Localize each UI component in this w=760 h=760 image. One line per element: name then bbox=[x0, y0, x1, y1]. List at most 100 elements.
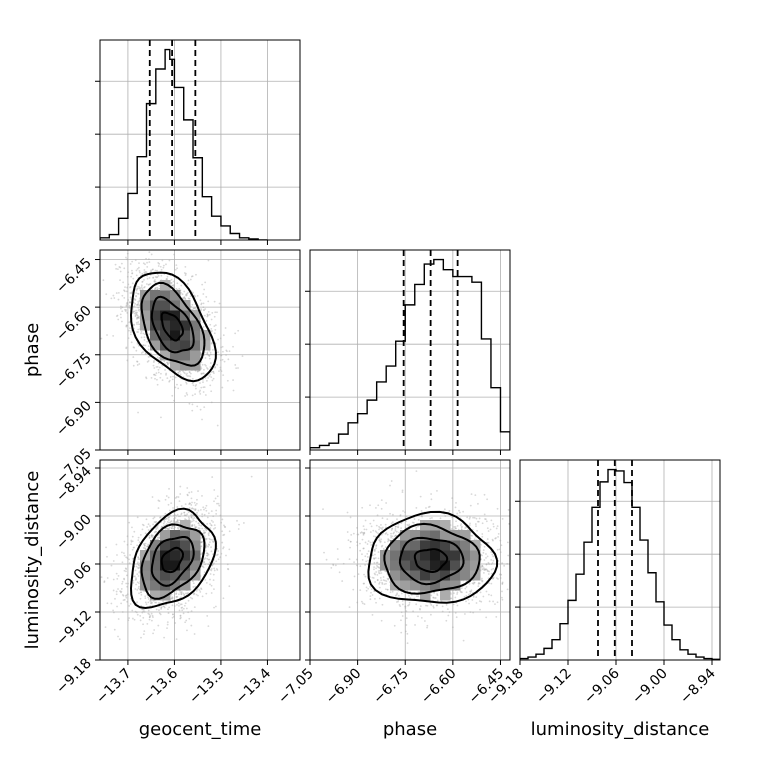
sample-point bbox=[218, 302, 221, 305]
sample-point bbox=[151, 601, 153, 604]
sample-point bbox=[499, 577, 502, 579]
sample-point bbox=[485, 553, 487, 555]
sample-point bbox=[219, 368, 222, 371]
sample-point bbox=[153, 280, 156, 283]
sample-point bbox=[129, 331, 132, 334]
sample-point bbox=[160, 608, 163, 610]
sample-point bbox=[214, 311, 217, 314]
sample-point bbox=[121, 580, 124, 583]
sample-point bbox=[181, 606, 184, 609]
sample-point bbox=[155, 528, 158, 531]
sample-point bbox=[209, 384, 212, 387]
sample-point bbox=[146, 266, 149, 268]
sample-point bbox=[166, 362, 169, 365]
sample-point bbox=[202, 532, 205, 535]
sample-point bbox=[207, 376, 210, 379]
sample-point bbox=[138, 304, 140, 307]
sample-point bbox=[141, 287, 144, 290]
sample-point bbox=[362, 547, 365, 550]
sample-point bbox=[201, 513, 204, 516]
sample-point bbox=[226, 563, 229, 566]
sample-point bbox=[152, 517, 155, 520]
density-block bbox=[180, 550, 191, 561]
sample-point bbox=[137, 300, 140, 303]
sample-point bbox=[206, 353, 209, 356]
sample-point bbox=[185, 294, 188, 296]
sample-point bbox=[124, 308, 126, 311]
sample-point bbox=[159, 265, 162, 268]
sample-point bbox=[371, 554, 374, 557]
density-block bbox=[150, 580, 161, 591]
sample-point bbox=[179, 616, 182, 619]
sample-point bbox=[136, 292, 139, 295]
sample-point bbox=[154, 521, 157, 524]
sample-point bbox=[126, 286, 129, 289]
sample-point bbox=[133, 305, 136, 308]
density-block bbox=[190, 310, 201, 321]
sample-point bbox=[116, 268, 119, 271]
sample-point bbox=[214, 605, 217, 608]
sample-point bbox=[183, 296, 186, 299]
sample-point bbox=[207, 625, 210, 628]
sample-point bbox=[131, 557, 134, 560]
sample-point bbox=[209, 373, 212, 376]
sample-point bbox=[216, 495, 219, 498]
sample-point bbox=[200, 303, 203, 306]
sample-point bbox=[204, 363, 206, 366]
sample-point bbox=[338, 571, 341, 574]
sample-point bbox=[161, 364, 164, 367]
sample-point bbox=[201, 515, 204, 518]
sample-point bbox=[203, 527, 206, 530]
sample-point bbox=[221, 358, 224, 361]
sample-point bbox=[138, 585, 140, 588]
sample-point bbox=[142, 616, 145, 619]
sample-point bbox=[137, 575, 140, 577]
sample-point bbox=[219, 556, 222, 559]
sample-point bbox=[103, 581, 106, 584]
sample-point bbox=[154, 287, 157, 289]
sample-point bbox=[202, 381, 204, 384]
sample-point bbox=[210, 569, 213, 572]
sample-point bbox=[213, 332, 216, 335]
sample-point bbox=[114, 263, 117, 266]
sample-point bbox=[127, 271, 130, 274]
sample-point bbox=[199, 392, 202, 395]
sample-point bbox=[213, 489, 216, 491]
sample-point bbox=[130, 543, 132, 546]
sample-point bbox=[241, 355, 244, 358]
sample-point bbox=[144, 270, 147, 273]
sample-point bbox=[144, 542, 147, 545]
sample-point bbox=[120, 305, 122, 308]
sample-point bbox=[142, 610, 145, 613]
sample-point bbox=[196, 588, 199, 591]
sample-point bbox=[234, 332, 237, 335]
sample-point bbox=[474, 494, 477, 497]
sample-point bbox=[148, 536, 151, 539]
sample-point bbox=[145, 271, 148, 274]
sample-point bbox=[237, 329, 240, 332]
sample-point bbox=[219, 514, 222, 517]
sample-point bbox=[206, 352, 209, 355]
sample-point bbox=[119, 270, 122, 273]
sample-point bbox=[126, 557, 129, 559]
sample-point bbox=[166, 377, 169, 380]
sample-point bbox=[190, 525, 193, 527]
sample-point bbox=[177, 521, 180, 524]
sample-point bbox=[138, 570, 141, 573]
sample-point bbox=[175, 264, 178, 266]
density-block bbox=[190, 550, 201, 561]
sample-point bbox=[156, 269, 158, 272]
density-block bbox=[160, 330, 171, 341]
density-block bbox=[160, 550, 171, 561]
sample-point bbox=[232, 389, 235, 392]
sample-point bbox=[190, 507, 193, 510]
sample-point bbox=[224, 526, 227, 529]
sample-point bbox=[192, 291, 194, 294]
sample-point bbox=[208, 532, 210, 534]
sample-point bbox=[173, 399, 175, 402]
sample-point bbox=[219, 359, 222, 362]
sample-point bbox=[136, 317, 138, 320]
sample-point bbox=[140, 336, 143, 339]
sample-point bbox=[129, 301, 131, 304]
sample-point bbox=[166, 521, 169, 523]
